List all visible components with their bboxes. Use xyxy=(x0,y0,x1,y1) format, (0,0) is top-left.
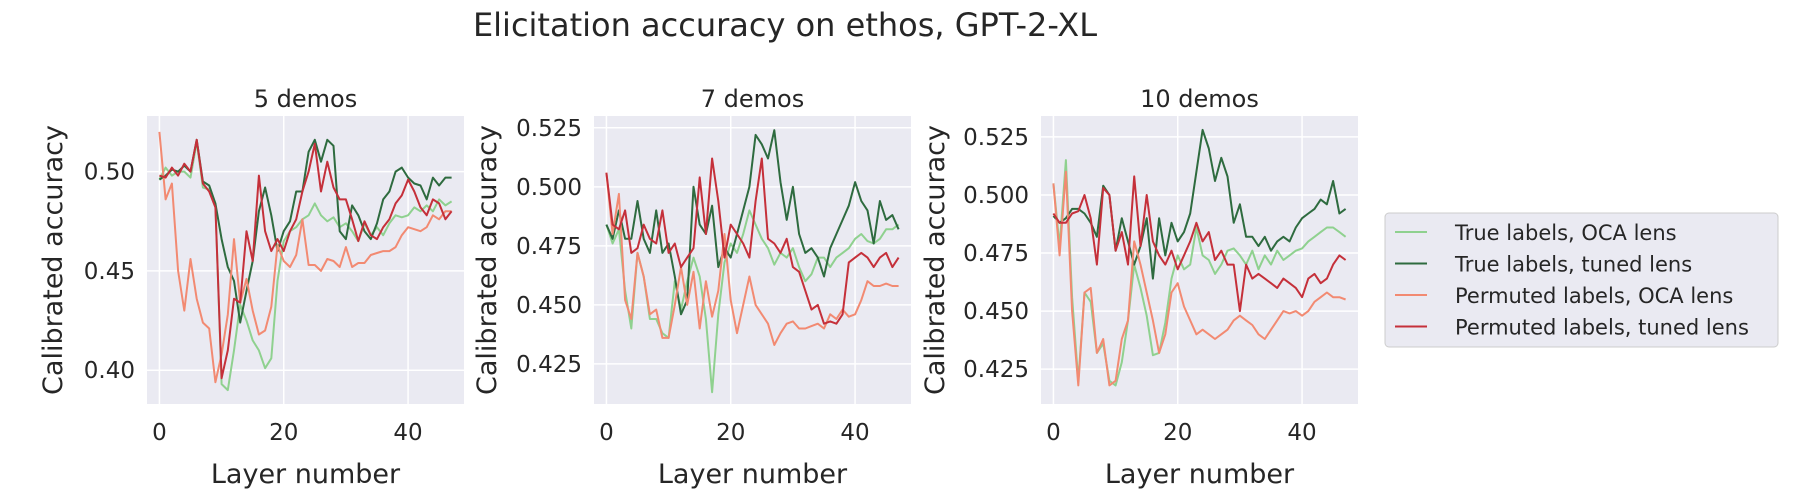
plot-area xyxy=(1041,116,1358,404)
x-tick-label: 0 xyxy=(599,420,614,446)
y-tick-label: 0.425 xyxy=(516,352,582,378)
legend-label: True labels, OCA lens xyxy=(1454,221,1677,245)
legend-box xyxy=(1384,212,1779,348)
series-line-true-oca xyxy=(605,209,900,394)
chart-panel-2: 0 20 40 0.425 0.450 0.475 0.500 0.525 7 demos Lay… xyxy=(472,85,911,490)
x-tick-label: 40 xyxy=(393,420,422,446)
y-tick-label: 0.450 xyxy=(963,299,1029,325)
series-line-perm-oca xyxy=(605,172,899,346)
panel-title: 10 demos xyxy=(1140,85,1259,113)
figure-title: Elicitation accuracy on ethos, GPT-2-XL xyxy=(473,6,1097,44)
x-tick-label: 40 xyxy=(840,420,869,446)
x-axis-label: Layer number xyxy=(211,459,401,490)
y-tick-label: 0.525 xyxy=(963,125,1029,151)
series-line-perm-tuned xyxy=(159,138,453,380)
y-tick-label: 0.40 xyxy=(84,358,135,384)
series-line-perm-oca xyxy=(158,131,452,384)
series-line-perm-tuned xyxy=(1052,175,1347,313)
y-axis-label: Calibrated accuracy xyxy=(472,125,503,395)
chart-panel-1: 0 20 40 0.40 0.45 0.50 5 demos Layer number Cali… xyxy=(38,85,464,490)
legend: True labels, OCA lens True labels, tuned … xyxy=(1384,212,1779,348)
panel-title: 7 demos xyxy=(701,85,804,113)
chart-panel-3: 0 20 40 0.425 0.450 0.475 0.500 0.525 10 demos La… xyxy=(920,85,1358,490)
y-tick-label: 0.50 xyxy=(84,160,135,186)
y-tick-label: 0.450 xyxy=(516,293,582,319)
series-line-true-tuned xyxy=(605,129,900,316)
legend-label: True labels, tuned lens xyxy=(1454,253,1692,277)
y-tick-label: 0.475 xyxy=(963,241,1029,267)
series-line-perm-tuned xyxy=(605,157,900,325)
series-line-true-tuned xyxy=(158,138,452,324)
panel-title: 5 demos xyxy=(254,85,357,113)
chart-panels: 0 20 40 0.40 0.45 0.50 5 demos Layer number Cali… xyxy=(38,85,1358,490)
x-tick-label: 40 xyxy=(1287,420,1316,446)
y-tick-label: 0.475 xyxy=(516,234,582,260)
series-line-true-oca xyxy=(1052,159,1347,387)
y-tick-label: 0.45 xyxy=(84,259,135,285)
y-tick-label: 0.500 xyxy=(963,183,1029,209)
legend-label: Permuted labels, tuned lens xyxy=(1455,316,1749,340)
y-axis-label: Calibrated accuracy xyxy=(38,125,69,395)
series-line-perm-oca xyxy=(1052,170,1346,387)
x-tick-label: 20 xyxy=(1163,420,1192,446)
y-tick-label: 0.525 xyxy=(516,116,582,142)
y-axis-label: Calibrated accuracy xyxy=(920,125,951,395)
x-axis-label: Layer number xyxy=(658,459,848,490)
x-tick-label: 0 xyxy=(152,420,167,446)
x-tick-label: 20 xyxy=(716,420,745,446)
y-tick-label: 0.500 xyxy=(516,175,582,201)
x-tick-label: 0 xyxy=(1046,420,1061,446)
x-axis-label: Layer number xyxy=(1105,459,1295,490)
x-tick-label: 20 xyxy=(269,420,298,446)
legend-label: Permuted labels, OCA lens xyxy=(1455,284,1733,308)
y-tick-label: 0.425 xyxy=(963,357,1029,383)
